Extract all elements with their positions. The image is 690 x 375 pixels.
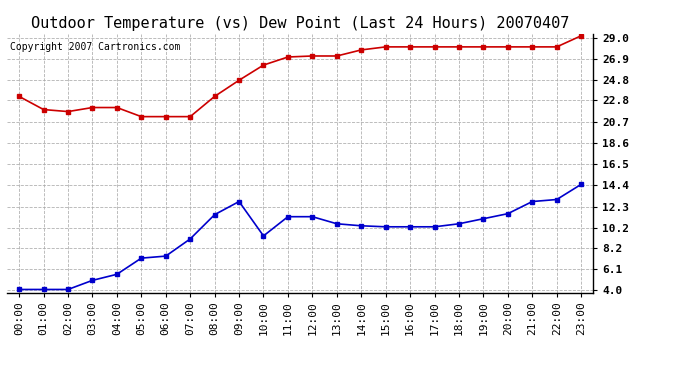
Text: Copyright 2007 Cartronics.com: Copyright 2007 Cartronics.com bbox=[10, 42, 180, 51]
Title: Outdoor Temperature (vs) Dew Point (Last 24 Hours) 20070407: Outdoor Temperature (vs) Dew Point (Last… bbox=[31, 16, 569, 31]
